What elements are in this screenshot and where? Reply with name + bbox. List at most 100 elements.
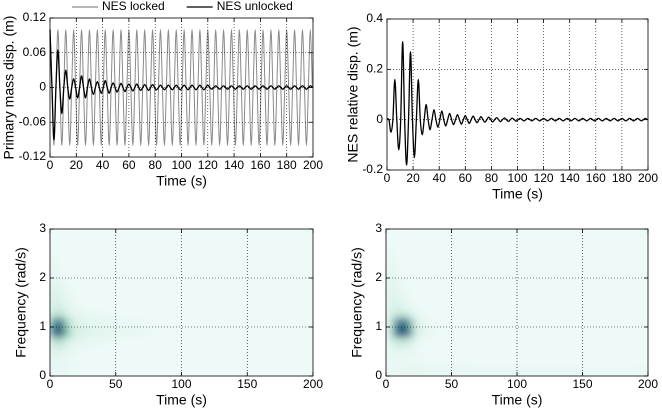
heat-cell xyxy=(399,317,407,328)
heat-cell xyxy=(513,336,570,348)
heat-cell xyxy=(63,307,71,318)
heat-cell xyxy=(454,229,479,240)
heat-cell xyxy=(82,278,92,289)
heat-cell xyxy=(178,346,235,357)
y-tick-label: 1 xyxy=(375,319,382,333)
heat-cell xyxy=(399,287,407,299)
heat-cell xyxy=(76,366,84,376)
heat-cell xyxy=(412,356,420,367)
heat-cell xyxy=(454,297,479,308)
x-tick-label: 180 xyxy=(277,158,297,172)
y-tick-label: 0 xyxy=(376,112,383,126)
heat-cell xyxy=(91,366,104,376)
heat-cell xyxy=(69,248,77,259)
heat-cell xyxy=(234,317,313,328)
heat-cell xyxy=(405,248,413,259)
y-axis-label: Frequency (rad/s) xyxy=(13,247,29,357)
heat-cell xyxy=(142,297,179,308)
heat-cell xyxy=(454,317,479,328)
heat-cell xyxy=(392,287,400,299)
heat-cell xyxy=(69,346,77,357)
heat-cell xyxy=(69,307,77,318)
heat-cell xyxy=(477,317,515,328)
heat-cell xyxy=(477,258,515,269)
heat-cell xyxy=(56,327,64,338)
heat-cell xyxy=(399,297,407,308)
heat-cell xyxy=(178,327,235,338)
heat-cell xyxy=(569,229,648,240)
heat-cell xyxy=(50,336,58,348)
heat-cell xyxy=(56,278,64,289)
heat-cell xyxy=(405,278,413,289)
heat-cell xyxy=(438,346,456,357)
heat-cell xyxy=(386,317,394,328)
heat-cell xyxy=(477,327,515,338)
heat-cell xyxy=(102,356,120,367)
heat-cell xyxy=(142,356,179,367)
heat-cell xyxy=(386,356,394,367)
heat-cell xyxy=(142,278,179,289)
heat-cell xyxy=(91,356,104,367)
heat-cell xyxy=(142,229,179,240)
heat-cell xyxy=(405,356,413,367)
heat-cell xyxy=(119,327,143,338)
heat-cell xyxy=(63,297,71,308)
heat-cell xyxy=(91,307,104,318)
heat-cell xyxy=(91,278,104,289)
heat-cell xyxy=(234,356,313,367)
heat-cell xyxy=(386,336,394,348)
heat-cell xyxy=(392,327,400,338)
heat-cell xyxy=(234,327,313,338)
heat-cell xyxy=(76,317,84,328)
legend-label: NES locked xyxy=(102,0,165,13)
heat-cell xyxy=(76,346,84,357)
heat-cell xyxy=(56,356,64,367)
heat-cell xyxy=(438,317,456,328)
x-tick-label: 50 xyxy=(109,377,123,391)
x-tick-label: 100 xyxy=(507,171,527,185)
heat-cell xyxy=(76,297,84,308)
heat-cell xyxy=(392,278,400,289)
heat-cell xyxy=(426,238,439,250)
heat-cell xyxy=(477,356,515,367)
x-tick-label: 120 xyxy=(534,171,554,185)
x-tick-label: 160 xyxy=(586,171,606,185)
heat-cell xyxy=(82,248,92,259)
heat-cell xyxy=(412,248,420,259)
heat-cell xyxy=(392,258,400,269)
heat-cell xyxy=(438,268,456,279)
heat-cell xyxy=(399,229,407,240)
axes-frame xyxy=(385,228,649,377)
heat-cell xyxy=(142,258,179,269)
heat-cell xyxy=(386,258,394,269)
heat-cell xyxy=(50,278,58,289)
heat-cell xyxy=(76,327,84,338)
heat-cell xyxy=(569,248,648,259)
heat-cell xyxy=(438,297,456,308)
heat-cell xyxy=(234,258,313,269)
heat-cell xyxy=(569,356,648,367)
heat-cell xyxy=(477,366,515,376)
heat-cell xyxy=(569,336,648,348)
heat-cell xyxy=(82,268,92,279)
y-tick-label: 0.12 xyxy=(23,10,47,24)
heat-cell xyxy=(412,297,420,308)
heat-cell xyxy=(119,336,143,348)
heat-cell xyxy=(178,278,235,289)
heat-cell xyxy=(91,327,104,338)
series-line xyxy=(49,29,313,141)
heat-cell xyxy=(513,268,570,279)
axes-frame xyxy=(49,17,314,158)
heat-cell xyxy=(178,336,235,348)
y-tick-label: -0.2 xyxy=(362,162,383,176)
heat-cell xyxy=(426,258,439,269)
heat-cell xyxy=(392,356,400,367)
heat-cell xyxy=(119,268,143,279)
heat-cell xyxy=(418,258,428,269)
heat-cell xyxy=(91,238,104,250)
heat-cell xyxy=(418,336,428,348)
heat-cell xyxy=(82,356,92,367)
heat-cell xyxy=(477,248,515,259)
heat-cell xyxy=(454,346,479,357)
heat-cell xyxy=(56,248,64,259)
